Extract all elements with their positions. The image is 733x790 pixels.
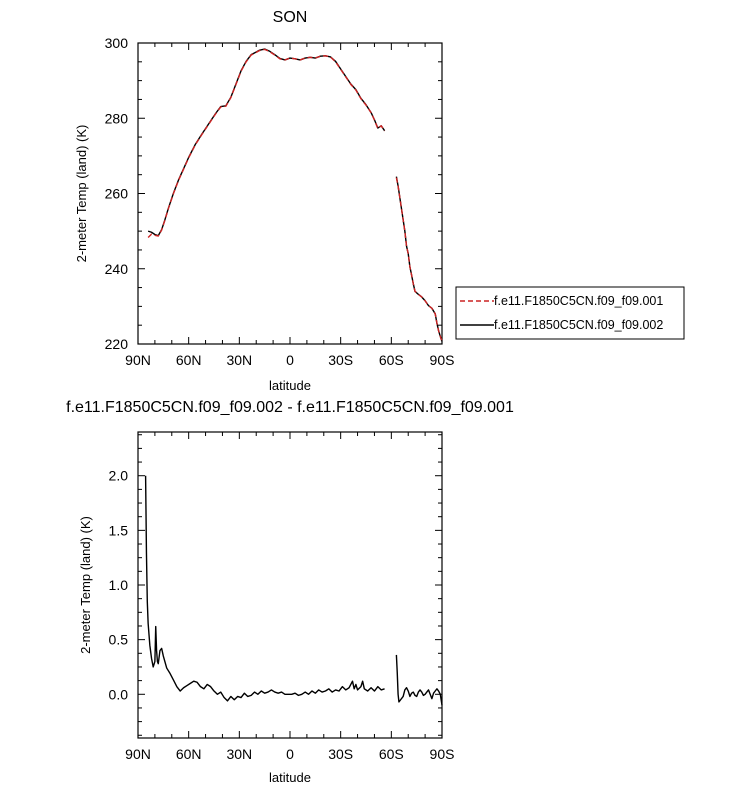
x-tick-label: 60S	[379, 352, 404, 368]
y-tick-label: 240	[105, 261, 129, 277]
chart-2: 90N 60N 30N 0 30S 60S 90S 0.0 0.5 1.0 1.5 2.0 f.e11.…	[66, 399, 514, 785]
series-line-2	[147, 48, 386, 237]
legend-label: f.e11.F1850C5CN.f09_f09.001	[494, 294, 663, 308]
x-tick-label: 90S	[430, 352, 455, 368]
y-tick-label: 1.0	[109, 577, 129, 593]
y-tick-label: 0.0	[109, 686, 129, 702]
legend: f.e11.F1850C5CN.f09_f09.001 f.e11.F1850C5…	[455, 286, 685, 340]
y-tick-label: 280	[105, 110, 129, 126]
legend-label: f.e11.F1850C5CN.f09_f09.002	[494, 318, 663, 332]
y-tick-label: 2.0	[109, 468, 129, 484]
x-tick-label: 30S	[328, 352, 353, 368]
chart-title: f.e11.F1850C5CN.f09_f09.002 - f.e11.F185…	[66, 399, 514, 416]
x-tick-label: 90S	[430, 746, 455, 762]
x-tick-label: 30N	[226, 746, 252, 762]
y-axis-label: 2-meter Temp (land) (K)	[74, 125, 89, 263]
legend-box	[455, 286, 685, 340]
x-tick-label: 90N	[125, 746, 151, 762]
chart-1: 90N 60N 30N 0 30S 60S 90S 220 240 260 280 300 SON lat…	[74, 9, 685, 393]
x-axis-label: latitude	[269, 378, 311, 393]
x-tick-label: 90N	[125, 352, 151, 368]
x-tick-label: 0	[286, 746, 294, 762]
series-line-1	[147, 48, 386, 239]
y-tick-label: 260	[105, 186, 129, 202]
series-line-1	[144, 475, 385, 702]
y-tick-label: 1.5	[109, 522, 129, 538]
x-tick-label: 60S	[379, 746, 404, 762]
plot-frame	[137, 42, 443, 345]
x-axis-label: latitude	[269, 770, 311, 785]
plot-frame	[137, 431, 443, 739]
y-tick-label: 220	[105, 336, 129, 352]
chart-title: SON	[273, 9, 308, 26]
x-tick-label: 60N	[176, 352, 202, 368]
series-line-1	[395, 177, 443, 342]
x-tick-label: 60N	[176, 746, 202, 762]
x-tick-label: 30S	[328, 746, 353, 762]
y-tick-label: 0.5	[109, 632, 129, 648]
y-axis-label: 2-meter Temp (land) (K)	[78, 516, 93, 654]
y-tick-label: 300	[105, 35, 129, 51]
x-tick-label: 30N	[226, 352, 252, 368]
series-line-1	[395, 654, 443, 706]
x-tick-label: 0	[286, 352, 294, 368]
